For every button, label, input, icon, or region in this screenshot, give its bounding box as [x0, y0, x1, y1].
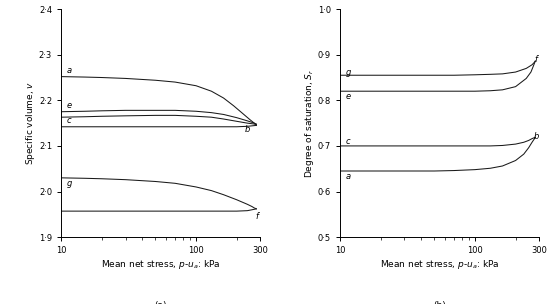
Text: e: e: [346, 92, 351, 101]
Text: g: g: [67, 179, 72, 188]
Text: c: c: [67, 116, 71, 125]
Y-axis label: Specific volume, $v$: Specific volume, $v$: [24, 81, 37, 165]
Text: (b): (b): [433, 301, 446, 304]
Text: c: c: [346, 137, 350, 146]
Text: b: b: [534, 132, 539, 141]
Text: a: a: [67, 66, 72, 75]
Text: f: f: [535, 55, 538, 64]
Text: a: a: [346, 172, 351, 181]
X-axis label: Mean net stress, $p$-$u_a$: kPa: Mean net stress, $p$-$u_a$: kPa: [380, 258, 499, 271]
Text: (a): (a): [155, 301, 167, 304]
Text: f: f: [256, 212, 259, 221]
Text: e: e: [67, 101, 72, 110]
Y-axis label: Degree of saturation, $S_r$: Degree of saturation, $S_r$: [304, 68, 316, 178]
Text: g: g: [346, 67, 351, 77]
X-axis label: Mean net stress, $p$-$u_a$: kPa: Mean net stress, $p$-$u_a$: kPa: [101, 258, 221, 271]
Text: b: b: [245, 126, 250, 134]
